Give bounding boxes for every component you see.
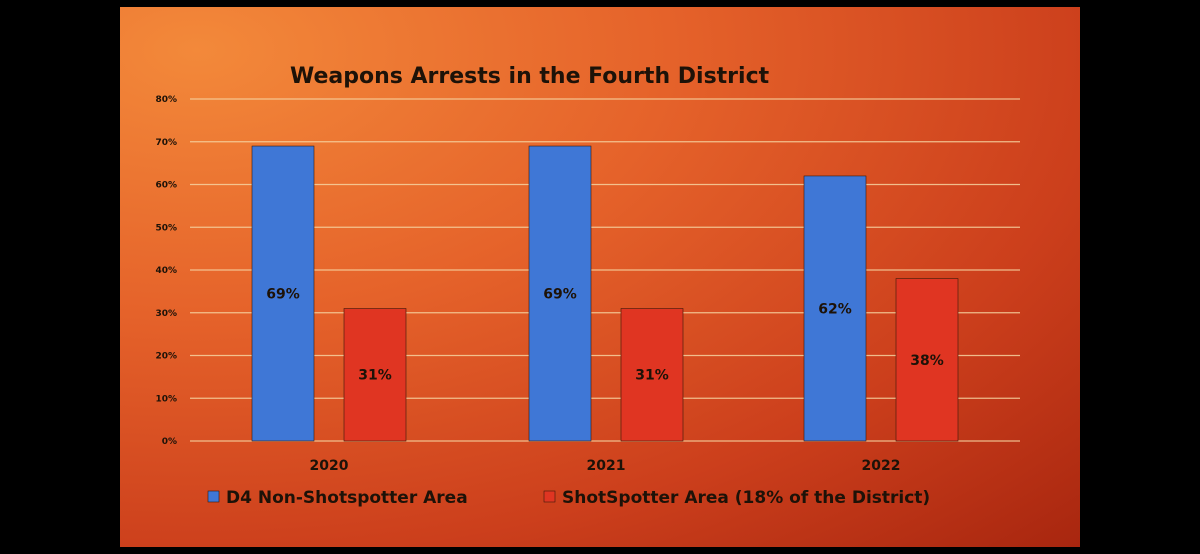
bar-value-label: 62% — [818, 301, 852, 317]
bar-value-label: 69% — [543, 287, 577, 303]
x-axis-categories: 2020 2021 2022 — [310, 458, 901, 474]
x-category-label: 2021 — [587, 458, 626, 474]
bar-shotspotter — [343, 308, 407, 442]
x-category-label: 2020 — [310, 458, 349, 474]
bar-non-shotspotter — [803, 175, 867, 442]
bars: 69% 31% 69% 31% 62% 38% — [251, 145, 959, 442]
legend: D4 Non-Shotspotter Area ShotSpotter Area … — [207, 488, 930, 508]
bar-value-label: 31% — [358, 368, 392, 384]
bar-value-label: 38% — [910, 353, 944, 369]
bar-chart: Weapons Arrests in the Fourth District 0… — [155, 64, 1020, 508]
y-tick-label: 0% — [162, 437, 177, 447]
y-tick-label: 50% — [155, 223, 177, 233]
chart-title: Weapons Arrests in the Fourth District — [290, 64, 770, 89]
bar-non-shotspotter — [528, 145, 592, 442]
gridlines — [190, 98, 1020, 442]
bar-value-label: 69% — [266, 287, 300, 303]
slide: Weapons Arrests in the Fourth District 0… — [120, 7, 1080, 547]
x-category-label: 2022 — [862, 458, 901, 474]
y-tick-label: 30% — [155, 309, 177, 319]
legend-swatch — [207, 490, 220, 503]
y-tick-label: 60% — [155, 181, 177, 191]
y-tick-label: 80% — [155, 95, 177, 105]
bar-non-shotspotter — [251, 145, 315, 442]
y-tick-label: 10% — [155, 394, 177, 404]
y-axis-ticks: 0% 10% 20% 30% 40% 50% 60% 70% 80% — [155, 95, 177, 447]
bar-value-label: 31% — [635, 368, 669, 384]
y-tick-label: 70% — [155, 138, 177, 148]
y-tick-label: 40% — [155, 266, 177, 276]
legend-label: ShotSpotter Area (18% of the District) — [562, 488, 930, 508]
bar-shotspotter — [620, 308, 684, 442]
bar-shotspotter — [895, 278, 959, 442]
legend-swatch — [543, 490, 556, 503]
legend-label: D4 Non-Shotspotter Area — [226, 488, 468, 508]
y-tick-label: 20% — [155, 352, 177, 362]
